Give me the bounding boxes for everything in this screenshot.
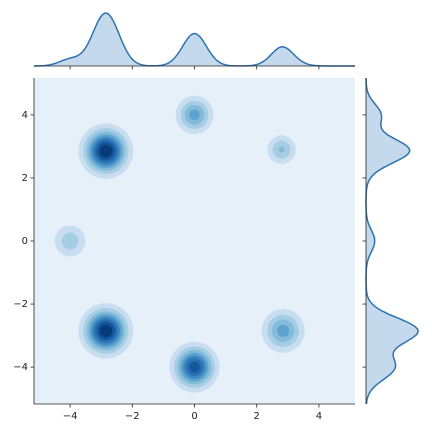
y-tick-label: −2 xyxy=(13,299,28,310)
x-tick-label: −4 xyxy=(63,411,78,422)
density-contour xyxy=(277,324,290,337)
x-tick-label: 0 xyxy=(191,411,197,422)
density-contour xyxy=(61,232,79,250)
density-contour xyxy=(189,361,200,373)
y-tick-label: 0 xyxy=(22,236,28,247)
y-tick-label: 4 xyxy=(22,110,28,121)
y-tick-label: −4 xyxy=(13,362,28,373)
density-contour xyxy=(99,324,113,338)
density-contour xyxy=(99,144,113,158)
x-tick-label: 2 xyxy=(254,411,260,422)
x-tick-label: −2 xyxy=(125,411,140,422)
marginal-y-curve xyxy=(365,78,419,405)
y-tick-label: 2 xyxy=(22,173,28,184)
density-contour xyxy=(189,109,200,121)
marginal-y-area xyxy=(366,78,418,404)
marginal-x-curve xyxy=(34,12,355,67)
marginal-x-area xyxy=(34,13,355,66)
x-tick-label: 4 xyxy=(316,411,322,422)
density-contour xyxy=(278,146,285,153)
